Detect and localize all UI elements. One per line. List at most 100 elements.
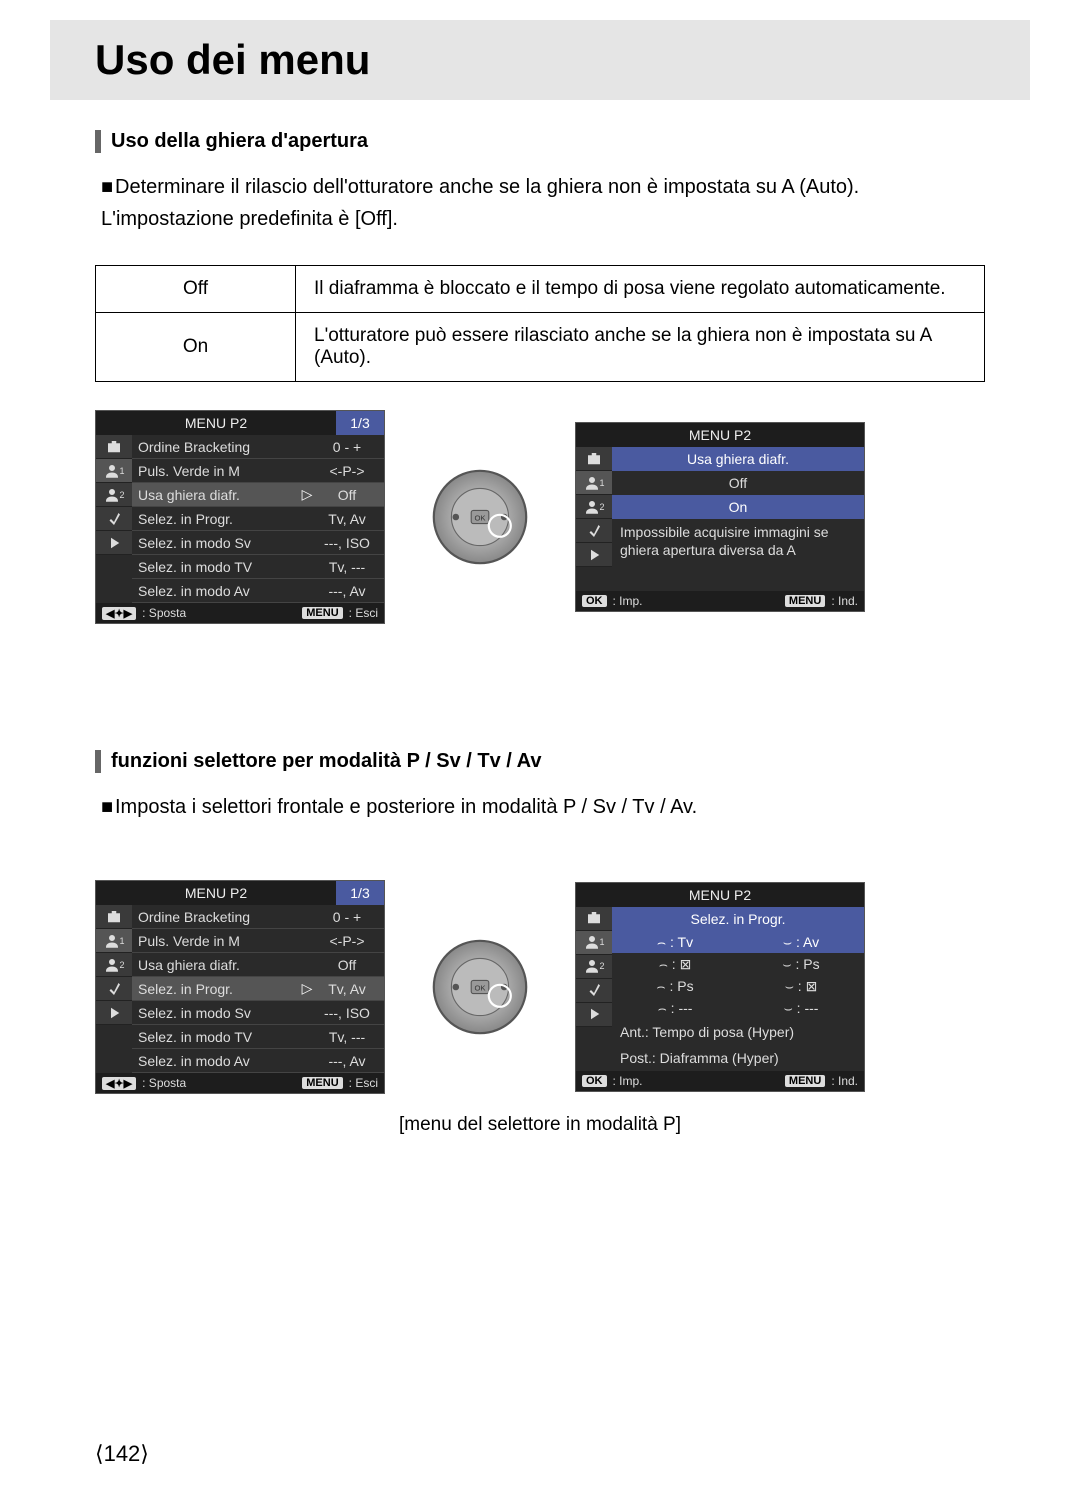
- menu-row-1: MENU P2 1/3 12 Ordine Bracketing0 - +Pul…: [95, 410, 985, 624]
- menu-tab[interactable]: [576, 447, 612, 471]
- ok-button-label: OK: [582, 1075, 607, 1087]
- menu-row[interactable]: Selez. in Progr.Tv, Av: [132, 507, 384, 531]
- menu-tab[interactable]: [96, 435, 132, 459]
- menu-item-value: Tv, ---: [314, 1029, 384, 1045]
- menu-tabs: 12: [576, 447, 612, 591]
- menu-item-label: Selez. in modo TV: [132, 1029, 314, 1045]
- menu-tab[interactable]: [96, 507, 132, 531]
- menu-item-label: Selez. in Progr.: [132, 981, 300, 997]
- camera-menu-b: MENU P2 12 Usa ghiera diafr. Off On Impo…: [575, 422, 865, 612]
- menu-tab[interactable]: [576, 543, 612, 567]
- menu-subtitle: Selez. in Progr.: [612, 907, 864, 931]
- menu-item-label: Selez. in modo Av: [132, 1053, 314, 1069]
- menu-item-label: Ordine Bracketing: [132, 909, 314, 925]
- menu-titlebar: MENU P2: [576, 883, 864, 907]
- menu-row[interactable]: Selez. in modo Sv---, ISO: [132, 1001, 384, 1025]
- menu-item-label: Selez. in modo Sv: [132, 1005, 314, 1021]
- menu-rows: Selez. in Progr. ⌢ : Tv⌣ : Av⌢ : ⊠⌣ : Ps…: [612, 907, 864, 1071]
- menu-item-label: Selez. in modo Av: [132, 583, 314, 599]
- menu-tab[interactable]: [96, 905, 132, 929]
- menu-button-label: MENU: [302, 607, 342, 619]
- menu-tab[interactable]: 1: [576, 471, 612, 495]
- menu-row[interactable]: Selez. in modo TVTv, ---: [132, 555, 384, 579]
- table-row: On L'otturatore può essere rilasciato an…: [96, 313, 985, 382]
- option-on[interactable]: On: [612, 495, 864, 519]
- svg-text:OK: OK: [474, 983, 486, 992]
- page-banner: Uso dei menu: [50, 20, 1030, 100]
- page-title: Uso dei menu: [95, 36, 370, 84]
- menu-rows: Usa ghiera diafr. Off On Impossibile acq…: [612, 447, 864, 591]
- menu-tab[interactable]: 2: [96, 483, 132, 507]
- menu-title: MENU P2: [576, 423, 864, 447]
- option-key: Off: [96, 266, 296, 313]
- option-desc: Il diaframma è bloccato e il tempo di po…: [296, 266, 985, 313]
- dial-icon: OK: [425, 932, 535, 1042]
- selector-option-row[interactable]: ⌢ : Tv⌣ : Av: [612, 931, 864, 953]
- menu-item-value: Tv, ---: [314, 559, 384, 575]
- menu-row[interactable]: Ordine Bracketing0 - +: [132, 905, 384, 929]
- selector-option-row[interactable]: ⌢ : ---⌣ : ---: [612, 997, 864, 1019]
- menu-item-value: ---, ISO: [314, 1005, 384, 1021]
- menu-footer: ◀✦▶ : Sposta MENU : Esci: [96, 1073, 384, 1093]
- menu-tab[interactable]: [96, 977, 132, 1001]
- menu-tab[interactable]: [576, 1003, 612, 1027]
- menu-item-value: ---, ISO: [314, 535, 384, 551]
- menu-tab[interactable]: [576, 979, 612, 1003]
- section-heading: Uso della ghiera d'apertura: [95, 130, 985, 153]
- menu-row[interactable]: Ordine Bracketing0 - +: [132, 435, 384, 459]
- menu-tab[interactable]: 2: [96, 953, 132, 977]
- chevron-right-icon: ▷: [300, 486, 314, 503]
- menu-tab[interactable]: 1: [96, 929, 132, 953]
- menu-info-text: Impossibile acquisire immagini se ghiera…: [612, 519, 864, 591]
- menu-row[interactable]: Usa ghiera diafr.▷Off: [132, 483, 384, 507]
- menu-item-value: ---, Av: [314, 583, 384, 599]
- menu-tabs: 12: [96, 905, 132, 1073]
- menu-subtitle: Usa ghiera diafr.: [612, 447, 864, 471]
- selector-option-row[interactable]: ⌢ : ⊠⌣ : Ps: [612, 953, 864, 975]
- menu-tab[interactable]: [96, 531, 132, 555]
- menu-footer: OK : Imp. MENU : Ind.: [576, 1071, 864, 1091]
- menu-titlebar: MENU P2 1/3: [96, 411, 384, 435]
- menu-item-value: Tv, Av: [314, 981, 384, 997]
- option-off[interactable]: Off: [612, 471, 864, 495]
- selector-option-row[interactable]: ⌢ : Ps⌣ : ⊠: [612, 975, 864, 997]
- menu-item-value: Off: [314, 487, 384, 503]
- menu-page-indicator: 1/3: [336, 881, 384, 905]
- menu-tab[interactable]: [96, 1001, 132, 1025]
- menu-tab[interactable]: 2: [576, 495, 612, 519]
- menu-tab[interactable]: [576, 907, 612, 931]
- menu-item-label: Puls. Verde in M: [132, 463, 314, 479]
- menu-row[interactable]: Puls. Verde in M<-P->: [132, 459, 384, 483]
- menu-row[interactable]: Selez. in Progr.▷Tv, Av: [132, 977, 384, 1001]
- menu-titlebar: MENU P2 1/3: [96, 881, 384, 905]
- menu-item-value: Tv, Av: [314, 511, 384, 527]
- menu-row[interactable]: Selez. in modo TVTv, ---: [132, 1025, 384, 1049]
- menu-item-label: Ordine Bracketing: [132, 439, 314, 455]
- menu-row[interactable]: Selez. in modo Sv---, ISO: [132, 531, 384, 555]
- menu-row[interactable]: Usa ghiera diafr.Off: [132, 953, 384, 977]
- menu-item-label: Usa ghiera diafr.: [132, 957, 314, 973]
- camera-menu-d: MENU P2 12 Selez. in Progr. ⌢ : Tv⌣ : Av…: [575, 882, 865, 1092]
- menu-item-label: Selez. in Progr.: [132, 511, 314, 527]
- menu-tab[interactable]: [576, 519, 612, 543]
- camera-menu-c: MENU P2 1/3 12 Ordine Bracketing0 - +Pul…: [95, 880, 385, 1094]
- menu-tab[interactable]: 1: [96, 459, 132, 483]
- section-body: ■Imposta i selettori frontale e posterio…: [101, 791, 985, 823]
- camera-menu-a: MENU P2 1/3 12 Ordine Bracketing0 - +Pul…: [95, 410, 385, 624]
- option-desc: L'otturatore può essere rilasciato anche…: [296, 313, 985, 382]
- menu-item-value: <-P->: [314, 933, 384, 949]
- menu-row[interactable]: Selez. in modo Av---, Av: [132, 1049, 384, 1073]
- menu-row[interactable]: Selez. in modo Av---, Av: [132, 579, 384, 603]
- nav-icon: ◀✦▶: [102, 1077, 136, 1090]
- menu-item-value: <-P->: [314, 463, 384, 479]
- menu-rows: Ordine Bracketing0 - +Puls. Verde in M<-…: [132, 435, 384, 603]
- dial-icon: OK: [425, 462, 535, 572]
- menu-tab[interactable]: 1: [576, 931, 612, 955]
- page-number: ⟨142⟩: [95, 1441, 149, 1467]
- selector-info: Post.: Diaframma (Hyper): [612, 1045, 864, 1071]
- option-key: On: [96, 313, 296, 382]
- menu-title: MENU P2: [96, 881, 336, 905]
- menu-row[interactable]: Puls. Verde in M<-P->: [132, 929, 384, 953]
- menu-tab[interactable]: 2: [576, 955, 612, 979]
- menu-tabs: 12: [96, 435, 132, 603]
